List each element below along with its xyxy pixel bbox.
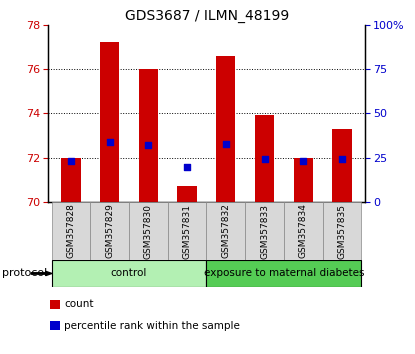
- FancyBboxPatch shape: [129, 202, 168, 260]
- Bar: [332, 129, 352, 202]
- Bar: [61, 158, 81, 202]
- Bar: [100, 42, 120, 202]
- Text: GSM357832: GSM357832: [221, 204, 230, 258]
- Text: GSM357831: GSM357831: [183, 204, 192, 258]
- FancyBboxPatch shape: [207, 202, 245, 260]
- Bar: [216, 56, 235, 202]
- Bar: [178, 186, 197, 202]
- Point: [222, 142, 229, 147]
- Text: GSM357828: GSM357828: [66, 204, 76, 258]
- Text: exposure to maternal diabetes: exposure to maternal diabetes: [204, 268, 364, 279]
- Text: control: control: [111, 268, 147, 279]
- Point: [339, 156, 345, 161]
- Text: GSM357830: GSM357830: [144, 204, 153, 258]
- Text: count: count: [64, 299, 94, 309]
- FancyBboxPatch shape: [245, 202, 284, 260]
- Point: [300, 158, 307, 164]
- Bar: [51, 260, 207, 287]
- Point: [68, 158, 74, 164]
- Text: GDS3687 / ILMN_48199: GDS3687 / ILMN_48199: [125, 9, 290, 23]
- Text: protocol: protocol: [2, 268, 47, 279]
- Bar: [255, 115, 274, 202]
- Text: GSM357834: GSM357834: [299, 204, 308, 258]
- Point: [106, 139, 113, 145]
- Text: GSM357833: GSM357833: [260, 204, 269, 258]
- Point: [261, 156, 268, 161]
- Bar: [207, 260, 361, 287]
- FancyBboxPatch shape: [168, 202, 207, 260]
- FancyBboxPatch shape: [51, 202, 90, 260]
- Bar: [139, 69, 158, 202]
- Text: percentile rank within the sample: percentile rank within the sample: [64, 321, 240, 331]
- Point: [184, 165, 190, 170]
- Point: [145, 143, 152, 148]
- Text: GSM357829: GSM357829: [105, 204, 114, 258]
- FancyBboxPatch shape: [284, 202, 322, 260]
- FancyBboxPatch shape: [90, 202, 129, 260]
- Text: GSM357835: GSM357835: [337, 204, 347, 258]
- FancyBboxPatch shape: [322, 202, 361, 260]
- Bar: [293, 158, 313, 202]
